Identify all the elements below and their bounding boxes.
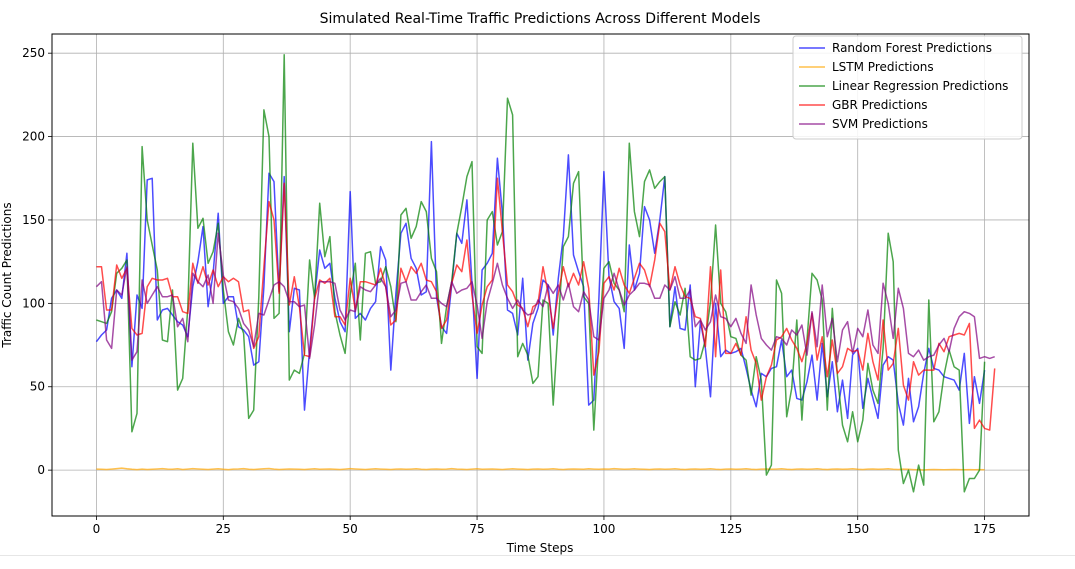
chart-title: Simulated Real-Time Traffic Predictions … [320, 11, 761, 27]
y-tick-label: 200 [22, 130, 45, 144]
plot-area-frame [51, 33, 1030, 517]
x-tick-label: 75 [469, 522, 484, 536]
x-tick-label: 50 [343, 522, 358, 536]
y-tick-label: 250 [22, 46, 45, 60]
x-axis-label: Time Steps [506, 541, 574, 555]
y-tick-label: 100 [22, 296, 45, 310]
legend-label: GBR Predictions [832, 98, 928, 112]
x-tick-label: 150 [846, 522, 869, 536]
y-tick-label: 0 [37, 463, 45, 477]
series-line-lstm-predictions [96, 467, 985, 471]
legend-label: Linear Regression Predictions [832, 79, 1008, 93]
axis-ticks: 0 25 50 75 100 125 150 175 0 50 100 150 200 250 [22, 46, 996, 536]
legend: Random Forest Predictions LSTM Prediction… [792, 35, 1023, 140]
y-axis-label: Traffic Count Predictions [0, 202, 14, 348]
series-line-svm-predictions [95, 232, 995, 363]
legend-label: Random Forest Predictions [832, 41, 992, 55]
series-line-random-forest-predictions [95, 140, 986, 426]
legend-label: SVM Predictions [832, 117, 928, 131]
y-tick-label: 150 [22, 213, 45, 227]
window-bottom-divider [0, 555, 1075, 556]
series-lines [95, 54, 996, 493]
series-line-gbr-predictions [96, 177, 996, 431]
x-tick-label: 175 [973, 522, 996, 536]
legend-label: LSTM Predictions [832, 60, 934, 74]
y-tick-label: 50 [30, 380, 45, 394]
x-tick-label: 125 [719, 522, 742, 536]
legend-box [792, 35, 1023, 140]
x-tick-label: 0 [93, 522, 101, 536]
x-tick-label: 100 [592, 522, 615, 536]
x-tick-label: 25 [216, 522, 231, 536]
